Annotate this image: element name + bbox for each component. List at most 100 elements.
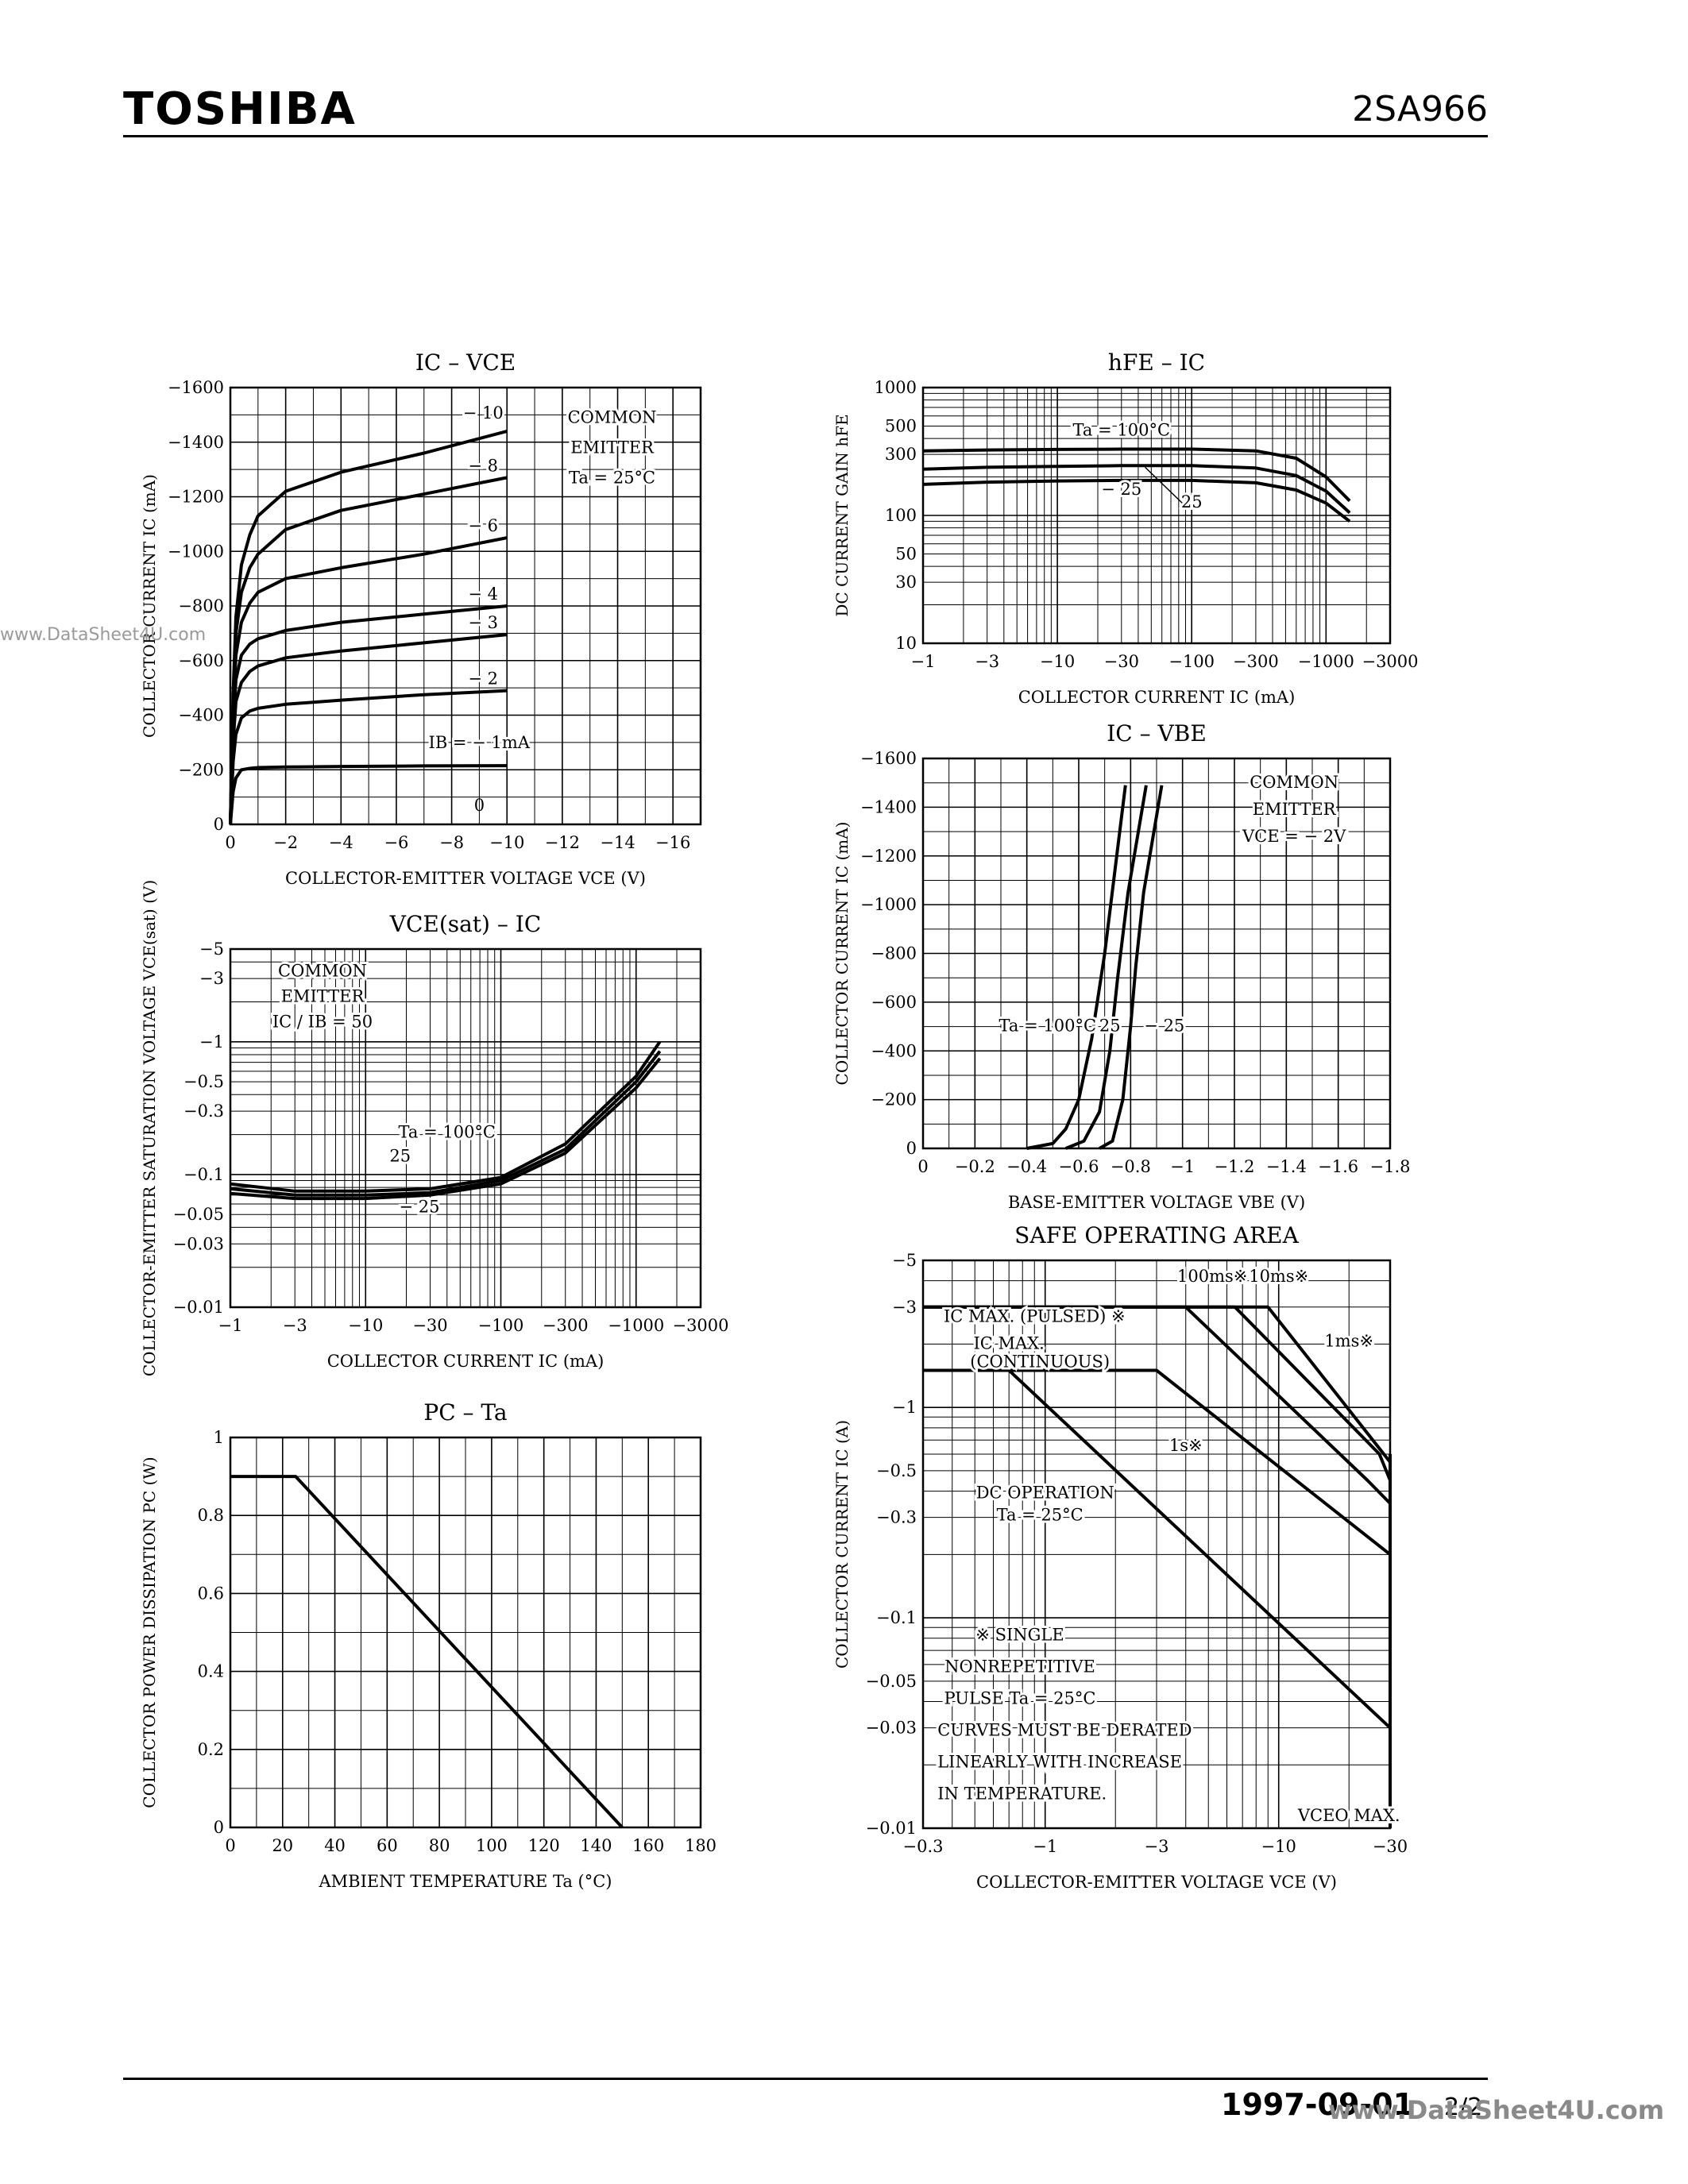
hfe-ic-y-tick-label: 10 — [895, 634, 917, 653]
ic-vce-x-tick-label: −8 — [439, 833, 464, 852]
ic-vbe-x-tick-label: −0.6 — [1059, 1157, 1099, 1176]
pc-ta-x-tick-label: 0 — [225, 1836, 235, 1855]
soa-x-tick-label: −0.3 — [903, 1837, 944, 1856]
ic-vce-title: IC – VCE — [415, 349, 516, 376]
ic-vbe-series-label: 25 — [1099, 1017, 1121, 1036]
soa-y-tick-label: −0.3 — [876, 1508, 917, 1527]
ic-vbe-y-tick-label: −400 — [871, 1041, 917, 1060]
pc-ta-y-tick-label: 0.6 — [198, 1584, 224, 1603]
ic-vbe-series-line — [1099, 785, 1164, 1150]
ic-vce-annotation: COMMON — [568, 408, 657, 427]
soa-ic-max-continuous-label: IC MAX. — [974, 1333, 1045, 1352]
vcesat-ic-x-tick-label: −1 — [218, 1316, 243, 1335]
pc-ta-y-tick-label: 0.8 — [198, 1506, 224, 1525]
header-rule — [123, 135, 1488, 137]
soa-x-tick-label: −10 — [1261, 1837, 1296, 1856]
vcesat-ic-x-axis-label: COLLECTOR CURRENT IC (mA) — [327, 1352, 605, 1371]
ic-vce-y-tick-label: −1000 — [168, 542, 224, 561]
vcesat-ic-y-tick-label: −5 — [199, 940, 224, 959]
vcesat-ic-series-label: Ta = 100°C — [399, 1122, 496, 1141]
soa-x-tick-label: −3 — [1145, 1837, 1169, 1856]
vcesat-ic-x-tick-label: −3000 — [672, 1316, 728, 1335]
hfe-ic-series-label: 25 — [1181, 492, 1203, 511]
soa-x-tick-label: −1 — [1033, 1837, 1057, 1856]
soa-vceo-max-label: VCEO MAX. — [1297, 1806, 1400, 1825]
hfe-ic-x-axis-label: COLLECTOR CURRENT IC (mA) — [1018, 688, 1296, 707]
watermark-left: www.DataSheet4U.com — [0, 625, 207, 645]
ic-vbe-y-axis-label: COLLECTOR CURRENT IC (mA) — [832, 822, 852, 1086]
vcesat-ic-y-tick-label: −0.01 — [173, 1298, 224, 1317]
vcesat-ic-x-tick-label: −1000 — [608, 1316, 664, 1335]
soa-y-tick-label: −0.03 — [866, 1719, 917, 1738]
ic-vbe-x-tick-label: −1.8 — [1370, 1157, 1411, 1176]
soa-ic-max-continuous-label: (CONTINUOUS) — [970, 1352, 1110, 1372]
soa-y-tick-label: −5 — [892, 1251, 917, 1270]
ic-vce-zero-label: 0 — [474, 796, 485, 815]
vcesat-ic-y-tick-label: −3 — [199, 969, 224, 988]
ic-vce-y-tick-label: −600 — [178, 651, 224, 670]
ic-vbe-x-tick-label: −0.4 — [1006, 1157, 1047, 1176]
hfe-ic-x-tick-label: −300 — [1233, 652, 1279, 671]
soa-dc-operation-label: DC OPERATION — [976, 1484, 1114, 1503]
ic-vce-series-label: IB = − 1mA — [429, 733, 531, 752]
ic-vbe-x-tick-label: −1.6 — [1318, 1157, 1358, 1176]
ic-vbe-x-tick-label: −0.8 — [1111, 1157, 1151, 1176]
hfe-ic-x-tick-label: −100 — [1168, 652, 1215, 671]
ic-vbe-annotation: EMITTER — [1253, 800, 1337, 819]
pc-ta-series-line — [230, 1475, 624, 1829]
ic-vce-y-tick-label: −1200 — [168, 488, 224, 507]
pc-ta-x-tick-label: 80 — [429, 1836, 450, 1855]
ic-vbe-y-tick-label: 0 — [906, 1139, 917, 1158]
ic-vce-series-label: − 3 — [468, 613, 498, 632]
vcesat-ic-x-tick-label: −300 — [543, 1316, 589, 1335]
pc-ta-x-tick-label: 20 — [272, 1836, 293, 1855]
brand-logo: TOSHIBA — [123, 83, 357, 135]
soa-note-line: NONREPETITIVE — [944, 1657, 1095, 1677]
hfe-ic-y-tick-label: 100 — [885, 506, 917, 525]
ic-vbe-x-tick-label: −1.2 — [1215, 1157, 1255, 1176]
vcesat-ic-y-tick-label: −0.05 — [173, 1205, 224, 1224]
ic-vce-x-tick-label: −2 — [273, 833, 298, 852]
pc-ta-frame — [229, 1436, 702, 1829]
ic-vbe-annotation: VCE = − 2V — [1242, 827, 1346, 846]
ic-vce-annotation: Ta = 25°C — [569, 469, 655, 488]
vcesat-ic-x-tick-label: −100 — [478, 1316, 524, 1335]
ic-vce-x-tick-label: 0 — [225, 833, 235, 852]
ic-vce-series-line — [229, 430, 508, 825]
soa-y-tick-label: −1 — [892, 1398, 917, 1417]
vcesat-ic-x-tick-label: −3 — [283, 1316, 307, 1335]
pc-ta-title: PC – Ta — [423, 1399, 507, 1426]
ic-vbe-series-label: − 25 — [1144, 1017, 1184, 1036]
pc-ta-x-tick-label: 180 — [685, 1836, 717, 1855]
ic-vbe-x-tick-label: −1 — [1170, 1157, 1195, 1176]
soa-10ms-label: 10ms※ — [1249, 1267, 1308, 1286]
footer-page: 2/2 — [1444, 2093, 1483, 2121]
ic-vce-series-label: − 4 — [468, 585, 498, 604]
ic-vce-y-tick-label: 0 — [214, 815, 224, 834]
ic-vce-series-label: − 8 — [468, 456, 498, 475]
ic-vce-y-tick-label: −400 — [178, 706, 224, 725]
hfe-ic-y-tick-label: 30 — [895, 573, 917, 592]
hfe-ic-x-tick-label: −30 — [1104, 652, 1139, 671]
hfe-ic-y-tick-label: 50 — [895, 544, 917, 563]
vcesat-ic-x-tick-label: −10 — [348, 1316, 383, 1335]
ic-vce-x-axis-label: COLLECTOR-EMITTER VOLTAGE VCE (V) — [285, 869, 646, 888]
vcesat-ic-y-tick-label: −0.1 — [183, 1165, 224, 1184]
pc-ta-y-tick-label: 0 — [214, 1818, 224, 1837]
ic-vce-series-label: − 6 — [468, 516, 498, 535]
hfe-ic-x-tick-label: −1 — [911, 652, 936, 671]
soa-ic-max-pulsed-label: IC MAX. (PULSED) ※ — [944, 1306, 1126, 1325]
soa-note-line: ※ SINGLE — [975, 1626, 1064, 1645]
soa-series-line — [923, 1368, 1392, 1730]
ic-vce-annotation: EMITTER — [570, 438, 655, 457]
ic-vbe-annotation: COMMON — [1250, 773, 1338, 792]
soa-y-tick-label: −0.1 — [876, 1608, 917, 1627]
vcesat-ic-annotation: IC / IB = 50 — [272, 1013, 373, 1032]
soa-y-tick-label: −3 — [892, 1298, 917, 1317]
soa-series-line — [923, 1305, 1392, 1464]
ic-vbe-x-axis-label: BASE-EMITTER VOLTAGE VBE (V) — [1008, 1193, 1305, 1212]
pc-ta-x-tick-label: 120 — [528, 1836, 560, 1855]
hfe-ic-series-label: − 25 — [1101, 480, 1141, 499]
soa-1s-label: 1s※ — [1169, 1436, 1203, 1455]
hfe-ic-x-tick-label: −3000 — [1362, 652, 1418, 671]
